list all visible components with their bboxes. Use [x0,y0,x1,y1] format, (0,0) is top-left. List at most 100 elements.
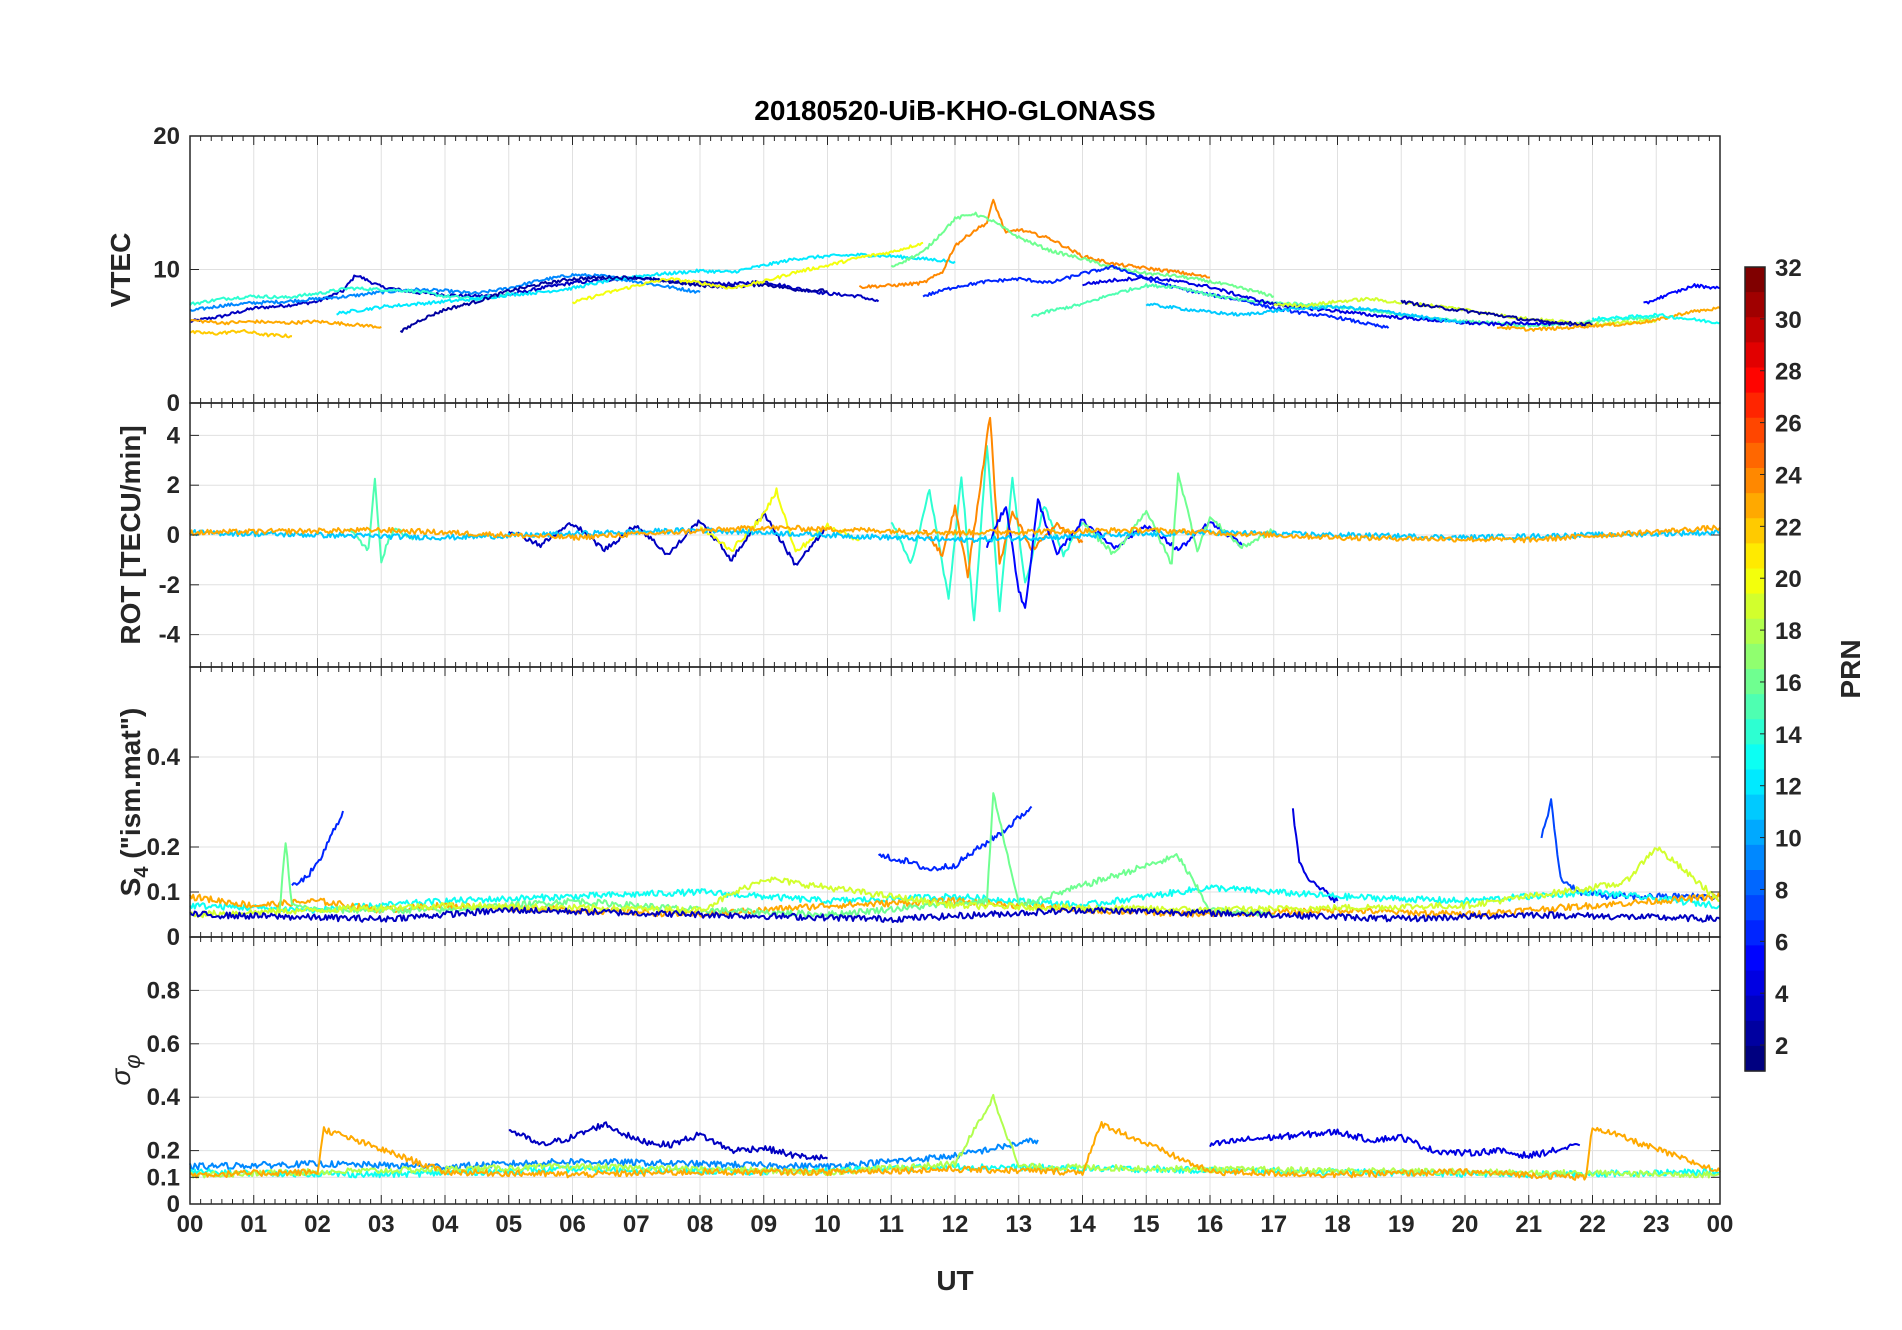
x-tick-label: 17 [1260,1211,1287,1238]
colorbar-segment [1745,367,1765,394]
x-tick-labels: 00 01 02 03 04 05 06 07 08 09 10 11 12 13 14 15 16 17 18 19… [177,1211,1734,1238]
colorbar-tick-label: 16 [1775,670,1802,697]
panel-sigma-phi-series [189,1093,1721,1181]
colorbar-segment [1745,618,1765,645]
series-line-prn-5 [1643,283,1721,305]
panel-vtec: 0 10 20 VTEC [105,123,1721,417]
colorbar-tick-label: 22 [1775,514,1802,541]
y-tick-label: 0.1 [147,879,180,906]
x-tick-label: 08 [687,1211,714,1238]
colorbar-tick-label: 20 [1775,566,1802,593]
y-tick-label: 0.2 [147,1138,180,1165]
panel-rot-ylabel: ROT [TECU/min] [115,425,146,644]
series-line-prn-13 [1591,312,1721,325]
series-line-prn-3 [508,511,829,566]
colorbar-frame [1744,266,1766,1072]
series-line-prn-23 [189,319,382,329]
series-line-prn-4 [1291,808,1339,903]
colorbar-segment [1745,995,1765,1022]
x-tick-label: 18 [1324,1211,1351,1238]
x-tick-label: 21 [1515,1211,1542,1238]
colorbar-tick-label: 4 [1775,981,1789,1008]
colorbar-segment [1745,518,1765,544]
panel-rot-grid [190,403,1720,667]
x-tick-label: 16 [1197,1211,1224,1238]
y-tick-label: 0.2 [147,834,180,861]
colorbar-segment [1745,267,1765,293]
colorbar-segment [1745,870,1765,896]
y-tick-label: -2 [159,572,180,599]
series-line-prn-7 [1540,798,1721,901]
series-line-prn-5 [985,498,1243,609]
x-tick-label: 00 [1707,1211,1734,1238]
colorbar-segment [1745,769,1765,796]
x-tick-label: 19 [1388,1211,1415,1238]
panel-s4-ylabel: S4 ("ism.mat") [115,708,153,897]
panel-sigma-phi: 00.10.2 0.4 0.6 0.8 σφ [105,936,1721,1218]
colorbar-segment [1745,669,1765,695]
series-line-prn-15 [1030,283,1657,328]
colorbar-tick-label: 2 [1775,1033,1788,1060]
y-tick-label: 0 [167,522,180,549]
series-line-prn-16 [890,211,1275,298]
series-line-prn-24 [858,198,1210,289]
series-line-prn-20 [571,241,924,305]
colorbar-segment [1745,1020,1765,1047]
series-line-prn-12 [336,252,956,316]
panel-rot-series [189,416,1721,622]
x-tick-label: 00 [177,1211,204,1238]
colorbar-segment [1745,342,1765,369]
x-tick-label: 13 [1005,1211,1032,1238]
colorbar-tick-label: 28 [1775,359,1802,386]
x-tick-label: 06 [559,1211,586,1238]
x-tick-label: 23 [1643,1211,1670,1238]
colorbar-segment [1745,493,1765,519]
series-line-prn-9 [189,1137,1039,1171]
colorbar-segment [1745,694,1765,720]
colorbar-segment [1745,970,1765,997]
panel-sigma-phi-ylabel: σφ [105,1054,145,1085]
panel-sigma-phi-yticks: 00.10.2 0.4 0.6 0.8 [147,977,1720,1218]
panel-s4: 0 0.1 0.2 0.4 S4 ("ism.mat") [115,666,1721,951]
panel-vtec-yticks: 0 10 20 [153,123,1720,417]
colorbar-segment [1745,543,1765,570]
y-tick-label: 2 [167,472,180,499]
colorbar-segment [1745,920,1765,946]
series-line-prn-6 [922,264,1390,329]
series-line-prn-6 [291,810,344,886]
series-line-prn-6 [878,805,1033,872]
panel-vtec-series [189,198,1721,339]
series-line-prn-3 [189,906,1721,924]
series-line-prn-4 [1209,1128,1581,1159]
panel-s4-series [189,792,1721,924]
series-line-prn-23 [189,524,1721,544]
colorbar-segment [1745,643,1765,670]
x-tick-label: 15 [1133,1211,1160,1238]
y-tick-label: 4 [167,422,181,449]
y-tick-label: 0.4 [147,744,181,771]
colorbar-segment [1745,945,1765,972]
x-tick-label: 09 [750,1211,777,1238]
panel-vtec-grid [190,135,1720,404]
y-tick-label: 0.6 [147,1031,180,1058]
x-tick-label: 20 [1452,1211,1479,1238]
colorbar-tick-label: 18 [1775,618,1802,645]
colorbar-segment [1745,819,1765,846]
series-line-prn-14 [890,445,1084,622]
series-line-prn-19 [189,846,1720,919]
series-line-prn-3 [189,274,880,323]
colorbar-tick-label: 10 [1775,826,1802,853]
panel-sigma-phi-xticks [189,937,1721,1204]
colorbar-tick-label: 24 [1775,462,1802,489]
colorbar-tick-label: 6 [1775,929,1788,956]
colorbar-segments [1745,267,1765,1072]
y-tick-label: 10 [153,257,180,284]
chart-title: 20180520-UiB-KHO-GLONASS [754,95,1155,126]
colorbar-segment [1745,317,1765,343]
series-line-prn-15 [348,477,414,564]
colorbar-segment [1745,417,1765,444]
x-tick-label: 11 [879,1211,904,1238]
colorbar-segment [1745,719,1765,745]
panel-rot-xticks [189,403,1721,667]
series-line-prn-20 [700,487,860,553]
